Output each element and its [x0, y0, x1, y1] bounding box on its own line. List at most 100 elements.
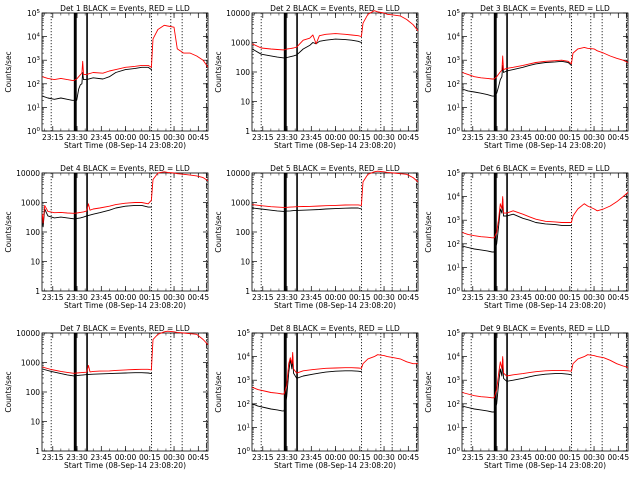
events-series-line [252, 356, 362, 412]
x-tick-label: 00:15 [349, 133, 371, 142]
y-tick-label: 1000 [21, 359, 40, 368]
plot-frame [41, 172, 209, 292]
y-tick-label: 104 [237, 353, 251, 362]
y-tick-label: 101 [447, 103, 460, 112]
y-tick-label: 1 [35, 287, 40, 296]
y-tick-label: 1 [245, 287, 250, 296]
lld-series-line [252, 170, 419, 208]
panel-title: Det 8 BLACK = Events, RED = LLD [270, 324, 400, 333]
panel-title: Det 1 BLACK = Events, RED = LLD [60, 4, 190, 13]
plot-frame [461, 12, 629, 132]
events-series-line [462, 358, 572, 413]
x-tick-label: 00:45 [607, 453, 629, 462]
x-tick-label: 23:15 [462, 293, 484, 302]
events-series-line [252, 207, 362, 212]
plot-frame [461, 332, 629, 452]
x-tick-label: 00:30 [583, 133, 605, 142]
x-tick-label: 23:15 [252, 293, 274, 302]
x-tick-label: 23:15 [42, 133, 64, 142]
x-tick-label: 00:00 [115, 293, 137, 302]
plot-frame [41, 12, 209, 132]
y-tick-label: 101 [447, 423, 460, 432]
x-tick-label: 00:15 [559, 293, 581, 302]
x-tick-label: 00:00 [535, 293, 557, 302]
x-tick-label: 23:15 [462, 133, 484, 142]
x-tick-label: 00:00 [535, 133, 557, 142]
x-tick-label: 23:15 [252, 133, 274, 142]
y-tick-label: 105 [237, 329, 251, 338]
y-tick-label: 102 [27, 80, 40, 89]
plot-frame [251, 172, 419, 292]
x-tick-label: 00:30 [583, 453, 605, 462]
x-tick-label: 00:45 [187, 133, 209, 142]
x-axis-label: Start Time (08-Sep-14 23:08:20) [64, 141, 186, 150]
lld-series-line [462, 192, 629, 239]
y-axis-label: Counts/sec [424, 371, 433, 412]
lld-series-line [462, 46, 629, 80]
x-axis-label: Start Time (08-Sep-14 23:08:20) [484, 461, 606, 470]
y-axis-label: Counts/sec [214, 211, 223, 252]
x-tick-label: 00:45 [187, 293, 209, 302]
y-tick-label: 102 [237, 400, 250, 409]
x-tick-label: 23:15 [42, 453, 64, 462]
y-tick-label: 101 [237, 423, 250, 432]
x-axis-label: Start Time (08-Sep-14 23:08:20) [484, 301, 606, 310]
x-tick-label: 00:00 [535, 453, 557, 462]
panel-title: Det 9 BLACK = Events, RED = LLD [480, 324, 610, 333]
x-tick-label: 23:30 [276, 453, 298, 462]
detector-panel-4: Det 4 BLACK = Events, RED = LLD Counts/se… [4, 164, 209, 310]
x-tick-label: 00:45 [607, 293, 629, 302]
x-tick-label: 23:45 [300, 453, 322, 462]
y-tick-label: 100 [447, 287, 461, 296]
x-tick-label: 00:30 [163, 293, 185, 302]
x-tick-label: 00:30 [163, 453, 185, 462]
y-tick-label: 1000 [231, 199, 250, 208]
x-tick-label: 23:45 [90, 453, 112, 462]
x-tick-label: 23:30 [66, 453, 88, 462]
y-axis-label: Counts/sec [4, 211, 13, 252]
y-tick-label: 103 [237, 376, 251, 385]
x-axis-label: Start Time (08-Sep-14 23:08:20) [274, 141, 396, 150]
y-tick-label: 1000 [21, 199, 40, 208]
x-tick-label: 23:45 [300, 293, 322, 302]
y-tick-label: 100 [237, 447, 251, 456]
x-axis-label: Start Time (08-Sep-14 23:08:20) [484, 141, 606, 150]
events-series-line [41, 204, 152, 228]
x-tick-label: 00:00 [325, 133, 347, 142]
x-tick-label: 23:45 [300, 133, 322, 142]
x-tick-label: 00:00 [325, 293, 347, 302]
detector-panel-7: Det 7 BLACK = Events, RED = LLD Counts/se… [4, 324, 209, 470]
x-tick-label: 23:15 [42, 293, 64, 302]
x-tick-label: 23:30 [486, 453, 508, 462]
y-tick-label: 1 [35, 447, 40, 456]
y-tick-label: 100 [447, 127, 461, 136]
y-tick-label: 102 [447, 240, 460, 249]
x-tick-label: 00:30 [583, 293, 605, 302]
x-tick-label: 00:30 [373, 293, 395, 302]
events-series-line [252, 38, 362, 59]
x-axis-label: Start Time (08-Sep-14 23:08:20) [64, 301, 186, 310]
lld-series-line [252, 351, 418, 395]
lld-series-line [41, 171, 209, 224]
events-series-line [42, 66, 152, 101]
x-tick-label: 23:45 [90, 133, 112, 142]
y-tick-label: 103 [447, 56, 461, 65]
y-axis-label: Counts/sec [424, 51, 433, 92]
y-axis-label: Counts/sec [4, 371, 13, 412]
plot-frame [251, 332, 419, 452]
y-tick-label: 100 [26, 388, 41, 397]
x-tick-label: 23:45 [90, 293, 112, 302]
detector-panel-2: Det 2 BLACK = Events, RED = LLD Counts/se… [214, 4, 419, 150]
detector-panel-5: Det 5 BLACK = Events, RED = LLD Counts/se… [214, 164, 419, 310]
x-tick-label: 00:45 [187, 453, 209, 462]
plot-frame [251, 12, 419, 132]
x-tick-label: 23:30 [276, 293, 298, 302]
y-tick-label: 102 [447, 80, 460, 89]
x-tick-label: 00:00 [325, 453, 347, 462]
x-tick-label: 00:15 [139, 133, 161, 142]
y-tick-label: 105 [447, 9, 461, 18]
x-tick-label: 00:15 [349, 293, 371, 302]
y-tick-label: 100 [26, 228, 41, 237]
y-tick-label: 10000 [226, 169, 250, 178]
